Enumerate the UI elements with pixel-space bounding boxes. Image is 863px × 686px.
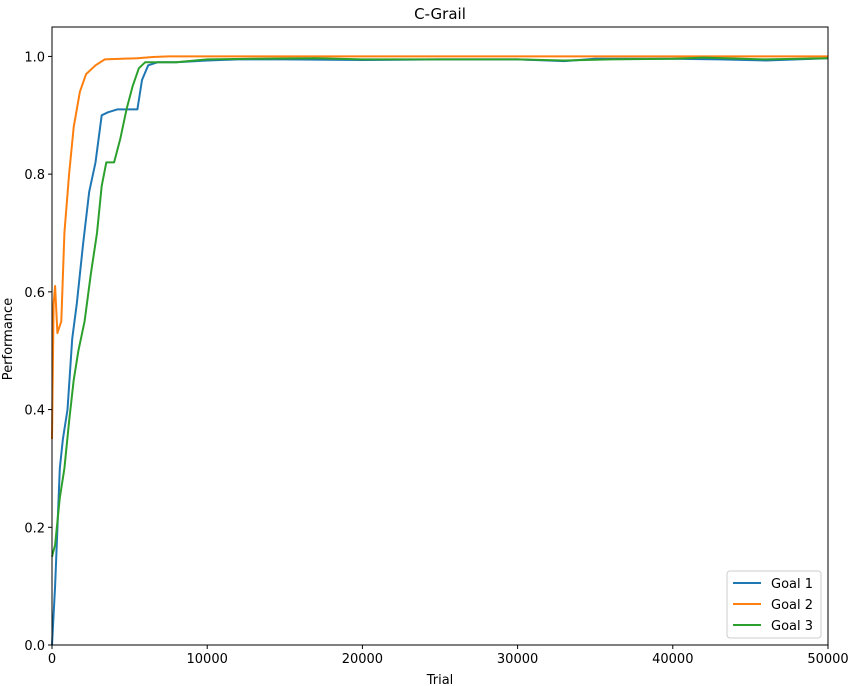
legend-label: Goal 1 — [771, 577, 813, 592]
x-axis: 0 10000 20000 30000 40000 50000 — [48, 645, 849, 667]
plot-frame — [51, 26, 829, 646]
y-tick-label: 0.2 — [24, 521, 45, 536]
chart-title: C-Grail — [414, 5, 466, 23]
x-tick-label: 30000 — [497, 652, 538, 667]
y-tick-label: 0.6 — [24, 286, 45, 301]
x-tick-label: 40000 — [652, 652, 693, 667]
y-tick-label: 0.4 — [24, 404, 45, 419]
legend: Goal 1 Goal 2 Goal 3 — [726, 570, 822, 639]
series-line-2 — [51, 55, 828, 440]
legend-box — [726, 570, 822, 639]
x-tick-label: 20000 — [342, 652, 383, 667]
y-tick-label: 1.0 — [24, 50, 45, 65]
x-tick-label: 50000 — [807, 652, 848, 667]
y-axis: 0.0 0.2 0.4 0.6 0.8 1.0 — [24, 50, 52, 654]
legend-label: Goal 3 — [771, 619, 813, 634]
x-tick-label: 0 — [48, 652, 56, 667]
y-tick-label: 0.8 — [24, 168, 45, 183]
y-axis-label: Performance — [1, 298, 16, 380]
series-lines — [51, 55, 829, 646]
series-line-1 — [51, 57, 829, 646]
x-axis-label: Trial — [426, 673, 454, 686]
legend-label: Goal 2 — [771, 598, 813, 613]
x-tick-label: 10000 — [187, 652, 228, 667]
y-tick-label: 0.0 — [24, 639, 45, 654]
series-line-3 — [51, 56, 829, 557]
